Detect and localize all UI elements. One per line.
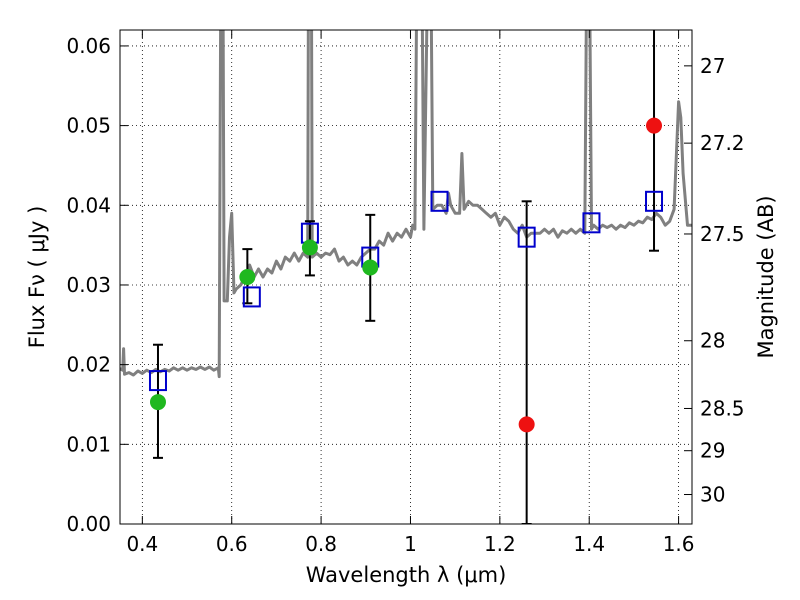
x-tick-label: 0.4 xyxy=(126,532,158,556)
x-tick-label: 1.6 xyxy=(663,532,695,556)
plot-area xyxy=(120,30,692,524)
x-tick-label: 1.4 xyxy=(573,532,605,556)
y-tick-label: 0.03 xyxy=(66,273,111,297)
axes-frame xyxy=(119,29,693,525)
y2-tick-label: 30 xyxy=(700,483,725,507)
y-tick-label: 0.01 xyxy=(66,432,111,456)
x-tick-label: 0.8 xyxy=(305,532,337,556)
green-data-point xyxy=(149,394,166,411)
y2-tick-label: 27.2 xyxy=(700,131,745,155)
y-axis-label: Flux Fν ( μJy ) xyxy=(25,206,49,349)
y-tick-label: 0.04 xyxy=(66,193,111,217)
y2-tick-label: 28.5 xyxy=(700,396,745,420)
model-flux-square xyxy=(148,370,167,392)
red-data-point xyxy=(646,117,663,134)
model-flux-square xyxy=(242,286,261,308)
y-tick-label: 0.00 xyxy=(66,512,111,536)
y-tick-label: 0.02 xyxy=(66,353,111,377)
green-data-point xyxy=(362,259,379,276)
spectrum-line xyxy=(120,30,692,379)
x-axis-label: Wavelength λ (μm) xyxy=(306,563,507,587)
axis-ticks: 0.4 0.6 0.8 1 1.2 1.4 1.6 0.00 0.01 0.02 0.03 0.04 0… xyxy=(66,30,745,556)
green-data-point xyxy=(239,269,256,285)
grid-lines xyxy=(120,30,692,525)
y2-tick-label: 27.5 xyxy=(700,222,745,246)
red-data-point xyxy=(518,416,535,433)
y-tick-label: 0.05 xyxy=(66,114,111,138)
model-flux-square xyxy=(582,212,601,234)
x-tick-label: 1.2 xyxy=(484,532,516,556)
y2-tick-label: 28 xyxy=(700,329,725,353)
y2-tick-label: 29 xyxy=(700,439,725,463)
x-tick-label: 0.6 xyxy=(216,532,248,556)
green-data-point xyxy=(301,239,318,256)
model-flux-square xyxy=(645,190,664,212)
y2-tick-label: 27 xyxy=(700,54,725,78)
y2-axis-label: Magnitude (AB) xyxy=(754,195,778,358)
x-tick-label: 1 xyxy=(404,532,417,556)
y-tick-label: 0.06 xyxy=(66,34,111,58)
model-flux-square xyxy=(430,190,449,212)
model-flux-square xyxy=(517,226,536,248)
